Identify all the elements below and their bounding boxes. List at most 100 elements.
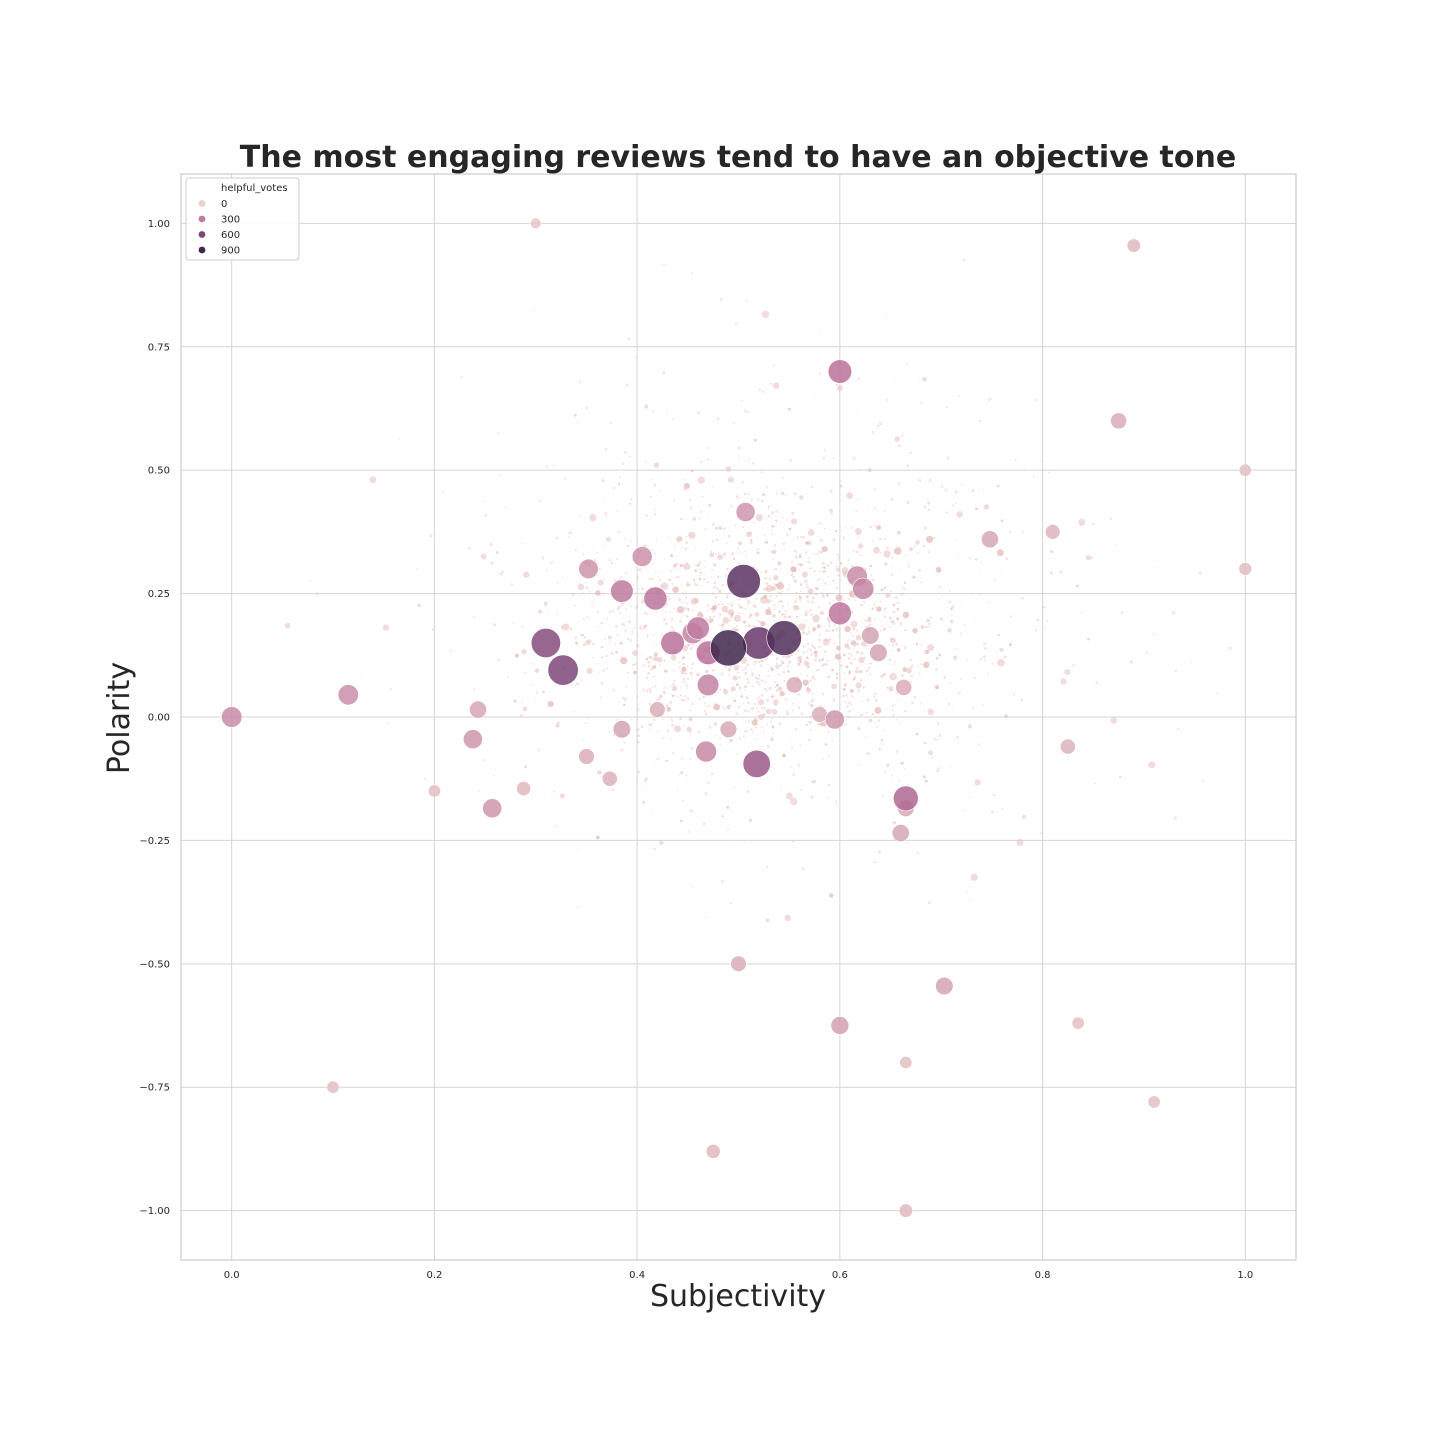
background-point <box>758 714 764 721</box>
background-point <box>686 684 688 687</box>
background-point <box>606 667 609 670</box>
background-point <box>796 536 799 539</box>
background-point <box>1034 399 1037 401</box>
background-point <box>883 610 885 612</box>
background-point <box>618 702 620 704</box>
background-point <box>853 658 856 661</box>
background-point <box>837 574 840 577</box>
background-point <box>843 687 846 691</box>
background-point <box>764 681 766 683</box>
background-point <box>773 544 776 547</box>
background-point <box>897 482 901 485</box>
background-point <box>735 712 738 715</box>
background-point <box>882 673 886 676</box>
background-point <box>718 552 720 554</box>
background-point <box>874 692 877 696</box>
background-point <box>1174 816 1177 820</box>
background-point <box>965 891 968 893</box>
background-point <box>712 605 717 610</box>
background-point <box>733 614 742 623</box>
background-point <box>886 686 889 689</box>
background-point <box>686 643 689 646</box>
background-point <box>711 569 713 571</box>
background-point <box>689 671 692 674</box>
scatter-point <box>1110 412 1128 430</box>
background-point <box>750 499 753 502</box>
background-point <box>781 655 784 658</box>
background-point <box>648 577 651 581</box>
background-point <box>738 628 740 631</box>
background-point <box>738 603 740 606</box>
background-point <box>666 704 669 707</box>
x-tick-label: 0.2 <box>426 1270 442 1281</box>
background-point <box>682 698 686 702</box>
background-point <box>678 774 680 776</box>
background-point <box>758 620 761 623</box>
background-point <box>691 469 694 473</box>
background-point <box>872 713 875 716</box>
background-point <box>690 598 698 605</box>
background-point <box>893 805 896 807</box>
background-point <box>673 669 675 672</box>
background-point <box>746 790 750 793</box>
legend-label: 0 <box>221 199 227 210</box>
background-point <box>884 770 887 773</box>
background-point <box>811 692 814 695</box>
background-point <box>786 689 788 692</box>
background-point <box>721 880 724 883</box>
background-point <box>765 682 768 685</box>
background-point <box>781 613 784 616</box>
background-point <box>738 676 741 679</box>
background-point <box>610 652 613 655</box>
background-point <box>950 620 954 623</box>
background-point <box>710 636 712 638</box>
background-point <box>856 536 859 539</box>
background-point <box>787 665 790 668</box>
background-point <box>858 543 864 549</box>
background-point <box>868 616 871 620</box>
background-point <box>673 499 676 502</box>
background-point <box>671 695 674 697</box>
legend-marker <box>198 215 206 223</box>
background-point <box>911 701 914 705</box>
background-point <box>685 774 688 777</box>
background-point <box>909 658 912 662</box>
background-point <box>578 515 581 517</box>
background-point <box>803 651 805 654</box>
background-point <box>979 561 982 563</box>
background-point <box>762 493 765 497</box>
background-point <box>924 625 928 629</box>
background-point <box>847 598 850 600</box>
background-point <box>620 749 623 752</box>
background-point <box>855 634 862 641</box>
background-point <box>754 660 758 664</box>
background-point <box>730 686 736 692</box>
background-point <box>961 484 963 486</box>
background-point <box>945 406 948 409</box>
background-point <box>857 407 859 409</box>
background-point <box>813 780 816 783</box>
background-point <box>838 552 841 555</box>
background-point <box>812 699 815 701</box>
background-point <box>646 635 649 638</box>
background-point <box>633 626 636 629</box>
background-point <box>680 819 683 823</box>
background-point <box>913 545 916 548</box>
background-point <box>892 603 896 607</box>
background-point <box>729 612 734 616</box>
background-point <box>827 575 829 578</box>
background-point <box>757 610 759 613</box>
background-point <box>796 615 799 618</box>
background-point <box>687 608 690 611</box>
background-point <box>822 758 824 761</box>
background-point <box>770 695 774 698</box>
background-point <box>360 674 362 676</box>
background-point <box>1152 633 1155 636</box>
background-point <box>857 377 860 380</box>
scatter-point <box>530 627 561 658</box>
background-point <box>891 556 894 559</box>
background-point <box>790 797 798 806</box>
background-point <box>649 723 652 726</box>
